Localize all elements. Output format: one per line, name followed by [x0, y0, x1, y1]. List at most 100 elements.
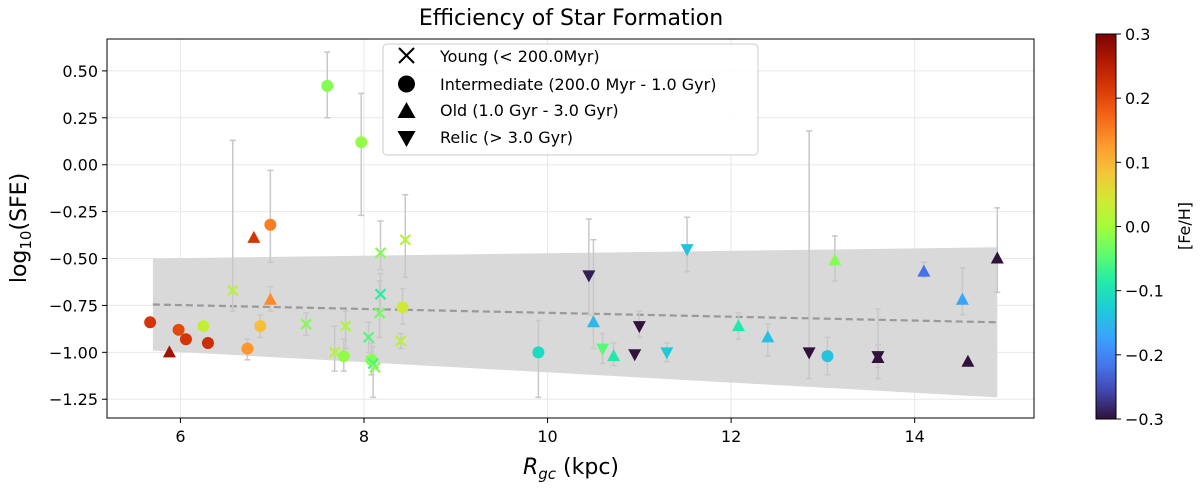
y-axis-label-rest: (SFE)	[7, 173, 32, 231]
data-point-intermediate	[264, 218, 277, 231]
data-point-relic	[632, 321, 646, 334]
data-point-intermediate	[396, 301, 409, 314]
colorbar-tick-label: −0.3	[1125, 410, 1164, 429]
data-point-young	[399, 233, 412, 246]
y-tick-label: 0.50	[62, 62, 98, 81]
legend-marker-relic	[397, 131, 416, 147]
colorbar-tick-label: −0.1	[1125, 282, 1164, 301]
confidence-band-layer	[152, 247, 998, 398]
data-point-old	[961, 354, 975, 367]
colorbar-tick-label: 0.3	[1125, 25, 1150, 44]
legend-label-intermediate: Intermediate (200.0 Myr - 1.0 Gyr)	[440, 75, 716, 94]
legend-label-old: Old (1.0 Gyr - 3.0 Gyr)	[440, 101, 619, 120]
y-tick-label: −1.25	[49, 390, 98, 409]
x-tick-label: 8	[359, 427, 369, 446]
y-tick-label: −1.00	[49, 343, 98, 362]
data-point-old	[731, 319, 745, 332]
colorbar: 0.3 0.2 0.1 0.0 −0.1 −0.2 −0.3 [Fe/H]	[1095, 25, 1194, 429]
data-point-old	[917, 264, 931, 277]
data-point-intermediate	[144, 316, 157, 329]
data-point-intermediate	[241, 342, 254, 355]
data-point-young-stroke	[374, 288, 387, 300]
data-point-young	[373, 307, 386, 319]
data-point-old	[607, 349, 621, 362]
legend-label-young: Young (< 200.0Myr)	[439, 47, 600, 66]
data-point-relic	[802, 347, 816, 360]
data-point-old	[247, 230, 261, 243]
legend-marker-young	[398, 47, 415, 64]
data-point-young	[362, 331, 375, 344]
data-point-young	[374, 288, 387, 300]
data-point-young-stroke	[362, 331, 375, 344]
data-point-old	[871, 350, 885, 363]
data-point-young	[300, 318, 312, 330]
colorbar-tick-label: −0.2	[1125, 346, 1164, 365]
colorbar-tick-label: 0.2	[1125, 89, 1150, 108]
data-point-young-stroke	[226, 284, 239, 297]
data-point-intermediate	[201, 336, 214, 349]
data-point-relic	[680, 244, 694, 257]
data-point-intermediate	[179, 333, 192, 346]
x-tick-label: 6	[175, 427, 185, 446]
legend-label-relic: Relic (> 3.0 Gyr)	[440, 128, 573, 147]
data-point-young-stroke	[300, 318, 312, 330]
y-axis-label-base: log	[7, 250, 32, 284]
data-point-intermediate	[321, 79, 334, 92]
legend-marker-old	[397, 102, 416, 118]
data-point-young	[374, 247, 387, 259]
data-point-old	[828, 253, 842, 266]
legend-marker-intermediate	[398, 75, 415, 93]
y-tick-label: 0.00	[62, 156, 98, 175]
data-point-young-stroke	[369, 361, 381, 374]
data-point-intermediate	[355, 136, 368, 149]
y-axis-ticks: −1.25 −1.00 −0.75 −0.50 −0.25 0.00 0.25 0.50	[49, 62, 107, 409]
x-axis-label-base: R	[523, 455, 538, 480]
y-tick-label: −0.50	[49, 250, 98, 269]
data-point-young-stroke	[328, 346, 341, 359]
points-layer	[144, 79, 1004, 374]
y-tick-label: 0.25	[62, 109, 98, 128]
data-point-young	[339, 320, 352, 332]
data-point-intermediate	[532, 346, 545, 359]
data-point-old	[955, 292, 969, 305]
y-tick-label: −0.75	[49, 296, 98, 315]
data-point-intermediate	[197, 320, 210, 333]
x-axis-label: Rgc (kpc)	[523, 455, 619, 483]
colorbar-label: [Fe/H]	[1175, 202, 1194, 250]
data-point-young-stroke	[394, 335, 407, 347]
data-point-young-stroke	[373, 307, 386, 319]
data-point-old	[761, 330, 775, 343]
data-point-intermediate	[172, 323, 185, 336]
x-axis-ticks: 6 8 10 12 14	[175, 418, 925, 446]
data-point-old	[263, 292, 277, 305]
data-point-relic	[582, 270, 596, 283]
y-axis-label: log10(SFE)	[7, 173, 35, 283]
data-point-young	[226, 284, 239, 297]
colorbar-ticks: 0.3 0.2 0.1 0.0 −0.1 −0.2 −0.3	[1116, 25, 1164, 429]
x-axis-label-unit: (kpc)	[556, 455, 619, 480]
data-point-young-stroke	[367, 357, 379, 370]
data-point-relic	[660, 347, 674, 360]
data-point-intermediate	[337, 350, 350, 363]
x-tick-label: 12	[721, 427, 741, 446]
fit-line	[152, 303, 998, 324]
confidence-band	[152, 247, 998, 398]
data-point-relic	[596, 343, 610, 356]
x-tick-label: 14	[905, 427, 925, 446]
colorbar-tick-label: 0.0	[1125, 218, 1150, 237]
data-point-young-stroke	[399, 233, 412, 246]
x-axis-label-sub: gc	[538, 465, 557, 483]
data-point-young-stroke	[339, 320, 352, 332]
data-point-young	[369, 361, 381, 374]
data-point-old	[586, 315, 600, 328]
legend-box	[382, 43, 759, 156]
y-axis-label-sub: 10	[17, 231, 35, 250]
colorbar-gradient	[1095, 33, 1117, 420]
data-point-relic	[628, 349, 642, 362]
data-point-old	[162, 345, 176, 358]
colorbar-tick-label: 0.1	[1125, 153, 1150, 172]
fit-line-layer	[152, 303, 998, 324]
plot-frame	[106, 38, 1035, 419]
